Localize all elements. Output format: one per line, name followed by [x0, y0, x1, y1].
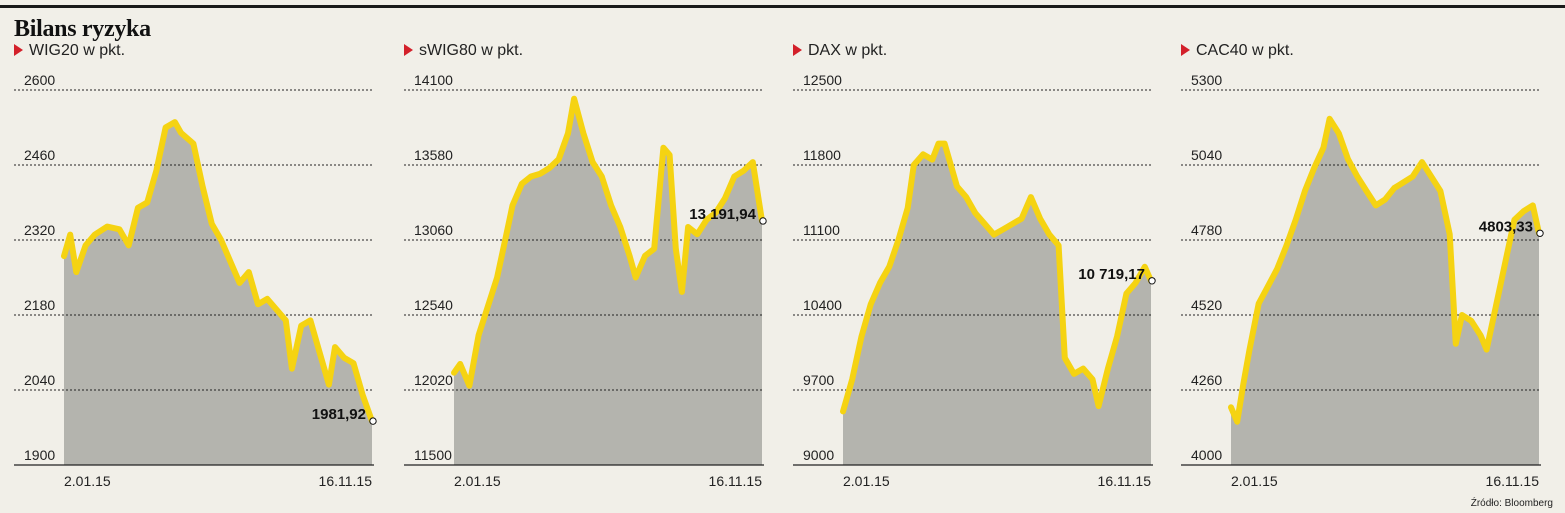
x-tick-label: 2.01.15: [454, 473, 501, 489]
y-tick-label: 2600: [24, 72, 55, 88]
y-tick-label: 2460: [24, 147, 55, 163]
area-fill: [454, 98, 762, 465]
chart-title-text: WIG20 w pkt.: [29, 42, 126, 59]
y-tick-label: 9700: [803, 372, 834, 388]
last-value-label: 1981,92: [312, 406, 366, 423]
last-value-label: 13 191,94: [689, 206, 756, 223]
chart-title-text: DAX w pkt.: [808, 42, 888, 59]
y-tick-label: 13060: [414, 222, 453, 238]
chart-svg: 14100 13580 13060 12540 12020 11500 13 191,94 2…: [404, 72, 767, 489]
x-tick-label: 16.11.15: [319, 473, 373, 489]
series-line: [451, 95, 765, 389]
last-value-label: 4803,33: [1479, 218, 1533, 235]
chart-panel-dax: DAX w pkt. 12500 11800 11100 10400 9700 9000 1…: [793, 42, 1168, 500]
x-tick-label: 2.01.15: [1231, 473, 1278, 489]
last-point-marker: [1148, 277, 1156, 285]
y-tick-label: 4000: [1191, 447, 1222, 463]
y-tick-label: 1900: [24, 447, 55, 463]
chart-title-text: CAC40 w pkt.: [1196, 42, 1294, 59]
y-tick-label: 2040: [24, 372, 55, 388]
last-value-label: 10 719,17: [1078, 266, 1145, 283]
y-tick-label: 11800: [803, 147, 841, 163]
series-line: [1228, 115, 1542, 425]
series-line: [61, 119, 375, 425]
last-point-marker: [1536, 229, 1544, 237]
chart-svg: 5300 5040 4780 4520 4260 4000 4803,33 2.01.15 16…: [1181, 72, 1544, 489]
y-tick-label: 13580: [414, 147, 453, 163]
x-tick-label: 16.11.15: [709, 473, 763, 489]
source-note: Źródło: Bloomberg: [1470, 498, 1553, 509]
chart-panel-cac40: CAC40 w pkt. 5300 5040 4780 4520 4260 4000 480…: [1181, 42, 1556, 500]
x-tick-label: 2.01.15: [843, 473, 890, 489]
y-tick-label: 4520: [1191, 297, 1222, 313]
y-tick-label: 2180: [24, 297, 55, 313]
y-tick-label: 2320: [24, 222, 55, 238]
top-rule: [0, 5, 1565, 8]
y-tick-label: 5300: [1191, 72, 1222, 88]
y-tick-label: 5040: [1191, 147, 1222, 163]
red-triangle-icon: [404, 44, 413, 56]
x-tick-label: 16.11.15: [1098, 473, 1152, 489]
chart-title: DAX w pkt.: [793, 42, 887, 60]
chart-title: WIG20 w pkt.: [14, 42, 125, 60]
area-fill: [843, 143, 1151, 465]
last-point-marker: [369, 417, 377, 425]
chart-title: CAC40 w pkt.: [1181, 42, 1294, 60]
y-tick-label: 4260: [1191, 372, 1222, 388]
chart-title-text: sWIG80 w pkt.: [419, 42, 524, 59]
area-fill: [1231, 118, 1539, 466]
page-title: Bilans ryzyka: [14, 16, 151, 42]
y-tick-label: 12500: [803, 72, 842, 88]
y-tick-label: 14100: [414, 72, 453, 88]
chart-title: sWIG80 w pkt.: [404, 42, 523, 60]
x-tick-label: 16.11.15: [1486, 473, 1540, 489]
chart-panel-wig20: WIG20 w pkt. 2600 2460 2320 2180 2040 1900 198…: [14, 42, 389, 500]
chart-svg: 2600 2460 2320 2180 2040 1900 1981,92 2.01.15 16…: [14, 72, 377, 489]
last-point-marker: [759, 217, 767, 225]
series-line: [840, 140, 1154, 415]
y-tick-label: 11500: [414, 447, 452, 463]
chart-svg: 12500 11800 11100 10400 9700 9000 10 719,17 2.0…: [793, 72, 1156, 489]
chart-panel-swig80: sWIG80 w pkt. 14100 13580 13060 12540 12020 1…: [404, 42, 779, 500]
red-triangle-icon: [14, 44, 23, 56]
y-tick-label: 11100: [803, 222, 840, 238]
y-tick-label: 10400: [803, 297, 842, 313]
y-tick-label: 12540: [414, 297, 453, 313]
red-triangle-icon: [1181, 44, 1190, 56]
red-triangle-icon: [793, 44, 802, 56]
y-tick-label: 12020: [414, 372, 453, 388]
y-tick-label: 9000: [803, 447, 834, 463]
x-tick-label: 2.01.15: [64, 473, 111, 489]
y-tick-label: 4780: [1191, 222, 1222, 238]
